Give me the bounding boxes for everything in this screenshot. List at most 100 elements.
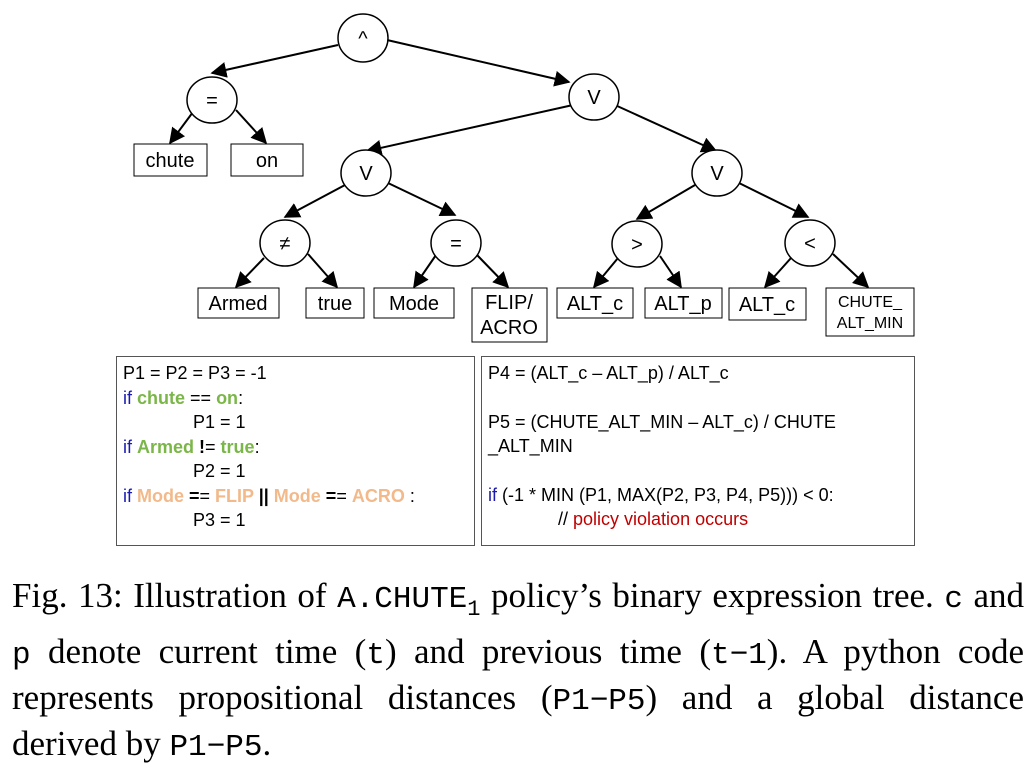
code-right-line-1: P4 = (ALT_c – ALT_p) / ALT_c <box>488 363 729 383</box>
code-right-line-4: _ALT_MIN <box>488 436 573 456</box>
keyword-if: if <box>123 436 138 457</box>
node-eq-top-label: = <box>206 90 218 112</box>
caption-text: policy’s binary expression tree. <box>480 576 945 615</box>
var-armed: Armed <box>137 436 195 457</box>
leaf-mode: Mode <box>373 287 455 319</box>
var-chute: chute <box>137 387 186 408</box>
code-block-left: P1 = P2 = P3 = -1 if chute == on: P1 = 1… <box>116 356 475 546</box>
var-mode: Mode <box>137 485 185 506</box>
leaf-altc-1-label: ALT_c <box>567 293 623 315</box>
op-eq-bold: = <box>184 485 200 506</box>
leaf-mode-label: Mode <box>389 293 439 315</box>
leaf-flip-acro: FLIP/ ACRO <box>471 287 548 343</box>
comment-violation: policy violation occurs <box>573 509 749 529</box>
code-block-right: P4 = (ALT_c – ALT_p) / ALT_c P5 = (CHUTE… <box>481 356 915 546</box>
node-or-right-label: V <box>710 163 724 185</box>
caption-text: ). A python code represents propositiona… <box>12 632 1024 717</box>
code-right-blank-2 <box>488 459 908 483</box>
edge-orleft-eqmode <box>387 182 457 217</box>
code-left-line-2: if chute == on: <box>123 386 468 411</box>
val-true: true <box>220 436 255 457</box>
code-right-blank-1 <box>488 386 908 410</box>
keyword-if: if <box>123 485 138 506</box>
figure-caption: Fig. 13: Illustration of A.CHUTE1 policy… <box>12 575 1024 769</box>
code-left-line-7: P3 = 1 <box>193 510 246 530</box>
val-acro: ACRO <box>351 485 405 506</box>
node-lt: < <box>784 219 836 267</box>
edge-orright-lt <box>738 182 810 218</box>
node-or-left-label: V <box>359 163 373 185</box>
edge-eq-on <box>235 109 268 145</box>
leaf-chute-alt-label-1: CHUTE_ <box>838 294 903 311</box>
node-or-right: V <box>691 149 743 197</box>
op-eq: = <box>336 485 352 506</box>
leaf-chute-label: chute <box>146 150 195 172</box>
caption-policy-subscript: 1 <box>467 597 481 622</box>
node-eq-mode: = <box>430 219 482 267</box>
leaf-on: on <box>230 143 304 177</box>
op-eq: = <box>199 485 216 506</box>
op-or: || <box>253 485 274 506</box>
caption-code-t-minus-1: t−1 <box>710 638 767 673</box>
leaf-on-label: on <box>256 150 278 172</box>
caption-text: . <box>262 724 272 763</box>
node-eq-mode-label: = <box>450 233 462 255</box>
caption-code-c: c <box>944 582 963 617</box>
code-left-line-1: P1 = P2 = P3 = -1 <box>123 363 267 383</box>
edge-eqmode-flip <box>476 254 510 289</box>
edge-root-eq <box>210 44 339 78</box>
condition-expression: (-1 * MIN (P1, MAX(P2, P3, P4, P5))) < 0… <box>497 484 834 505</box>
leaf-true-label: true <box>318 293 352 315</box>
caption-code-p1-p5: P1−P5 <box>552 684 646 719</box>
caption-text: denote current time ( <box>30 632 367 671</box>
code-right-line-7: // policy violation occurs <box>488 507 908 532</box>
op-eq-bold: = <box>320 485 337 506</box>
node-lt-label: < <box>804 233 816 255</box>
leaf-altp: ALT_p <box>644 287 723 319</box>
caption-policy-name: A.CHUTE <box>337 582 468 617</box>
code-left-line-6: if Mode == FLIP || Mode == ACRO : <box>123 484 468 509</box>
leaf-altc-2-label: ALT_c <box>739 294 795 316</box>
keyword-if: if <box>123 387 138 408</box>
leaf-altc-1: ALT_c <box>556 287 634 319</box>
code-left-line-4: if Armed != true: <box>123 435 468 460</box>
node-gt-label: > <box>631 234 643 256</box>
edge-or-orright <box>614 104 718 153</box>
node-or-top-label: V <box>587 87 601 109</box>
caption-text: ) and a global distance derived by <box>12 678 1024 763</box>
caption-text: and <box>962 576 1024 615</box>
node-root-label: ^ <box>358 28 368 50</box>
caption-text: ) and previous time ( <box>384 632 711 671</box>
edge-lt-chutealt <box>832 253 870 289</box>
node-neq-label: ≠ <box>280 233 291 255</box>
code-left-line-3: P1 = 1 <box>193 412 246 432</box>
leaf-chute: chute <box>133 143 208 177</box>
node-or-left: V <box>340 149 392 197</box>
code-right-line-3: P5 = (CHUTE_ALT_MIN – ALT_c) / CHUTE <box>488 411 836 432</box>
node-eq-top: = <box>186 76 238 124</box>
caption-code-p: p <box>12 638 31 673</box>
caption-text: Fig. 13: Illustration of <box>12 576 338 615</box>
op-neq-bold: ! <box>194 436 206 457</box>
colon: : <box>238 387 244 408</box>
edge-eq-chute <box>169 111 194 145</box>
edge-orleft-neq <box>283 184 346 218</box>
leaf-altp-label: ALT_p <box>654 293 711 315</box>
node-or-top: V <box>568 73 620 121</box>
leaf-armed-label: Armed <box>209 293 268 315</box>
edge-neq-armed <box>234 257 265 289</box>
caption-code-t: t <box>366 638 385 673</box>
comment-slashes: // <box>558 509 574 529</box>
node-root: ^ <box>337 13 389 63</box>
edge-orright-gt <box>635 184 696 220</box>
leaf-acro-label: ACRO <box>480 317 538 339</box>
edge-or-orleft <box>365 104 574 156</box>
leaf-flip-label: FLIP/ <box>485 292 533 314</box>
edge-root-or <box>386 39 571 87</box>
leaf-armed: Armed <box>197 287 280 319</box>
val-on: on <box>216 387 239 408</box>
edge-eqmode-mode <box>413 254 437 289</box>
edge-neq-true <box>307 253 339 289</box>
leaf-chute-alt-min: CHUTE_ ALT_MIN <box>825 287 915 337</box>
val-flip: FLIP <box>215 485 254 506</box>
